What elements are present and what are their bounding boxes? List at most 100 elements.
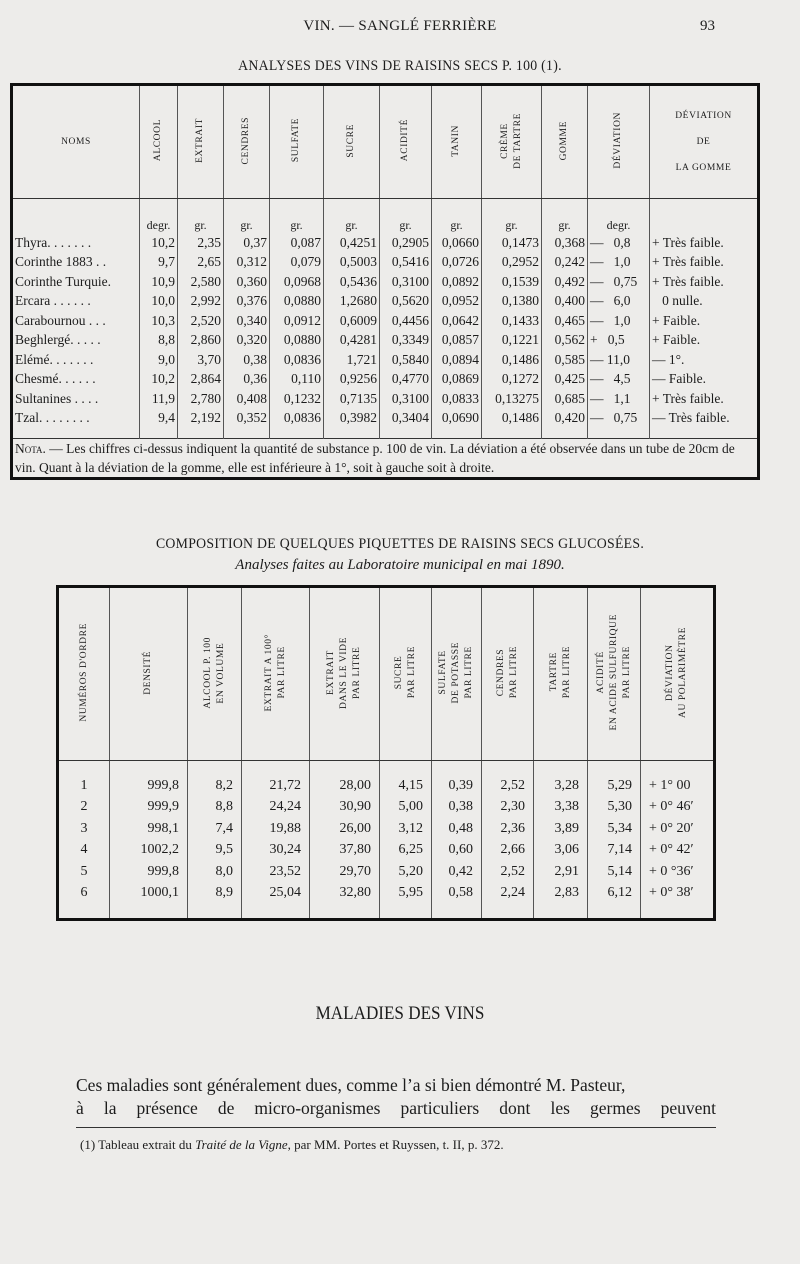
column-header: SUCRE	[323, 84, 380, 199]
table-row: 4 1002,2 9,5 30,24 37,80 6,25 0,60 2,66 3,06 7,14…	[58, 839, 715, 861]
column-header-label: DÉVIATION AU POLARIMÈTRE	[665, 627, 688, 718]
column-header-label: NUMÉROS D'ORDRE	[78, 623, 89, 722]
column-header-label: ACIDITÉ EN ACIDE SULFURIQUE PAR LITRE	[595, 614, 632, 731]
value-cell: + Très faible.	[649, 233, 759, 253]
value-cell: 5,14	[587, 861, 641, 883]
value-cell: 0,4251	[323, 233, 380, 253]
value-cell: 0,0660	[431, 233, 482, 253]
value-cell: 0,38	[223, 350, 270, 370]
column-header: DÉVIATION	[587, 84, 650, 199]
value-cell: 5,29	[587, 760, 641, 797]
table2-subcaption: Analyses faites au Laboratoire municipal…	[235, 557, 565, 573]
column-header-label: ACIDITÉ	[400, 119, 410, 162]
wine-name: Corinthe 1883 . .	[15, 254, 107, 270]
value-cell: 2,580	[177, 272, 224, 292]
value-cell: 0,242	[541, 252, 588, 272]
table1-caption: ANALYSES DES VINS DE RAISINS SECS P. 100…	[238, 58, 562, 74]
value-cell: 0,0912	[269, 311, 324, 331]
column-header: SULFATE DE POTASSE PAR LITRE	[431, 586, 482, 761]
value-cell: + Très faible.	[649, 272, 759, 292]
column-header: DÉVIATION AU POLARIMÈTRE	[640, 586, 715, 761]
value-cell: — 1°.	[649, 350, 759, 370]
value-cell: 0,1221	[481, 330, 542, 350]
table-row: Sultanines . . . . 11,9 2,780 0,408 0,1232 0,…	[12, 389, 759, 409]
value-cell: + Faible.	[649, 311, 759, 331]
value-cell: 2,66	[481, 839, 534, 861]
value-cell: 999,8	[109, 861, 188, 883]
column-header: SULFATE	[269, 84, 324, 199]
value-cell: 1,2680	[323, 291, 380, 311]
footnote-rule	[76, 1127, 716, 1128]
value-cell: 2,864	[177, 369, 224, 389]
value-cell: 0,1433	[481, 311, 542, 331]
value-cell: 0,5416	[379, 252, 432, 272]
column-header-label: NOMS	[61, 137, 91, 147]
value-cell: 0,110	[269, 369, 324, 389]
value-cell: 0,312	[223, 252, 270, 272]
value-cell: 3,12	[379, 818, 432, 840]
value-cell: 0,0880	[269, 291, 324, 311]
column-header: CRÈME DE TARTRE	[481, 84, 542, 199]
value-cell: 30,90	[309, 796, 380, 818]
value-cell: 0,2952	[481, 252, 542, 272]
value-cell: 10,9	[139, 272, 178, 292]
value-cell: 2,65	[177, 252, 224, 272]
table-row: Chesmé. . . . . . 10,2 2,864 0,36 0,110 0,925…	[12, 369, 759, 389]
value-cell: 0,1486	[481, 350, 542, 370]
value-cell: 3,38	[533, 796, 588, 818]
footnote-title: Traité de la Vigne	[195, 1137, 288, 1152]
order-number: 4	[80, 842, 88, 858]
unit-cell: gr.	[269, 198, 324, 233]
value-cell: 0,36	[223, 369, 270, 389]
value-cell: 8,8	[187, 796, 242, 818]
unit-cell: gr.	[379, 198, 432, 233]
table-row: Corinthe Turquie. 10,9 2,580 0,360 0,0968 0,5…	[12, 272, 759, 292]
column-header-label: CENDRES PAR LITRE	[495, 646, 519, 699]
table-row: 3 998,1 7,4 19,88 26,00 3,12 0,48 2,36 3,89 5,34 +…	[58, 818, 715, 840]
value-cell: + 0 °36′	[640, 861, 715, 883]
nota-text: — Les chiffres ci-dessus indiquent la qu…	[15, 441, 735, 475]
unit-cell: gr.	[431, 198, 482, 233]
table2-caption: COMPOSITION DE QUELQUES PIQUETTES DE RAI…	[155, 536, 645, 552]
value-cell: 0,585	[541, 350, 588, 370]
table-row: Corinthe 1883 . . 9,7 2,65 0,312 0,079 0,5003…	[12, 252, 759, 272]
value-cell: — 1,0	[587, 252, 650, 272]
piquette-composition-table: NUMÉROS D'ORDRE DENSITÉ ALCOOL P. 100 EN VO…	[56, 585, 716, 921]
value-cell: 7,4	[187, 818, 242, 840]
value-cell: — 0,8	[587, 233, 650, 253]
order-number: 6	[80, 885, 88, 901]
value-cell: 9,5	[187, 839, 242, 861]
wine-name: Ercara . . . . . .	[15, 293, 91, 309]
value-cell: 2,91	[533, 861, 588, 883]
value-cell: 5,95	[379, 882, 432, 920]
table-row: 6 1000,1 8,9 25,04 32,80 5,95 0,58 2,24 2,83 6,12…	[58, 882, 715, 920]
value-cell: 6,12	[587, 882, 641, 920]
value-cell: 0,087	[269, 233, 324, 253]
value-cell: 0,562	[541, 330, 588, 350]
unit-cell: gr.	[177, 198, 224, 233]
wine-name: Carabournou . . .	[15, 312, 106, 328]
value-cell: 0,3100	[379, 272, 432, 292]
value-cell: 10,2	[139, 369, 178, 389]
value-cell: 0,4281	[323, 330, 380, 350]
value-cell: + 0° 46′	[640, 796, 715, 818]
value-cell: 0,465	[541, 311, 588, 331]
column-header: EXTRAIT DANS LE VIDE PAR LITRE	[309, 586, 380, 761]
value-cell: 0,376	[223, 291, 270, 311]
value-cell: 0,1486	[481, 408, 542, 439]
column-header: ACIDITÉ	[379, 84, 432, 199]
value-cell: 2,30	[481, 796, 534, 818]
value-cell: — Très faible.	[649, 408, 759, 439]
value-cell: 0,0726	[431, 252, 482, 272]
column-header-label: DÉVIATION	[613, 112, 623, 169]
table-row: Beghlergé. . . . . 8,8 2,860 0,320 0,0880 0,4…	[12, 330, 759, 350]
column-header: TANIN	[431, 84, 482, 199]
value-cell: + Faible.	[649, 330, 759, 350]
value-cell: 5,34	[587, 818, 641, 840]
order-number: 5	[80, 863, 88, 879]
value-cell: 9,4	[139, 408, 178, 439]
value-cell: 0,7135	[323, 389, 380, 409]
column-header-label: SUCRE PAR LITRE	[393, 646, 417, 699]
value-cell: 0,420	[541, 408, 588, 439]
value-cell: 0,1232	[269, 389, 324, 409]
